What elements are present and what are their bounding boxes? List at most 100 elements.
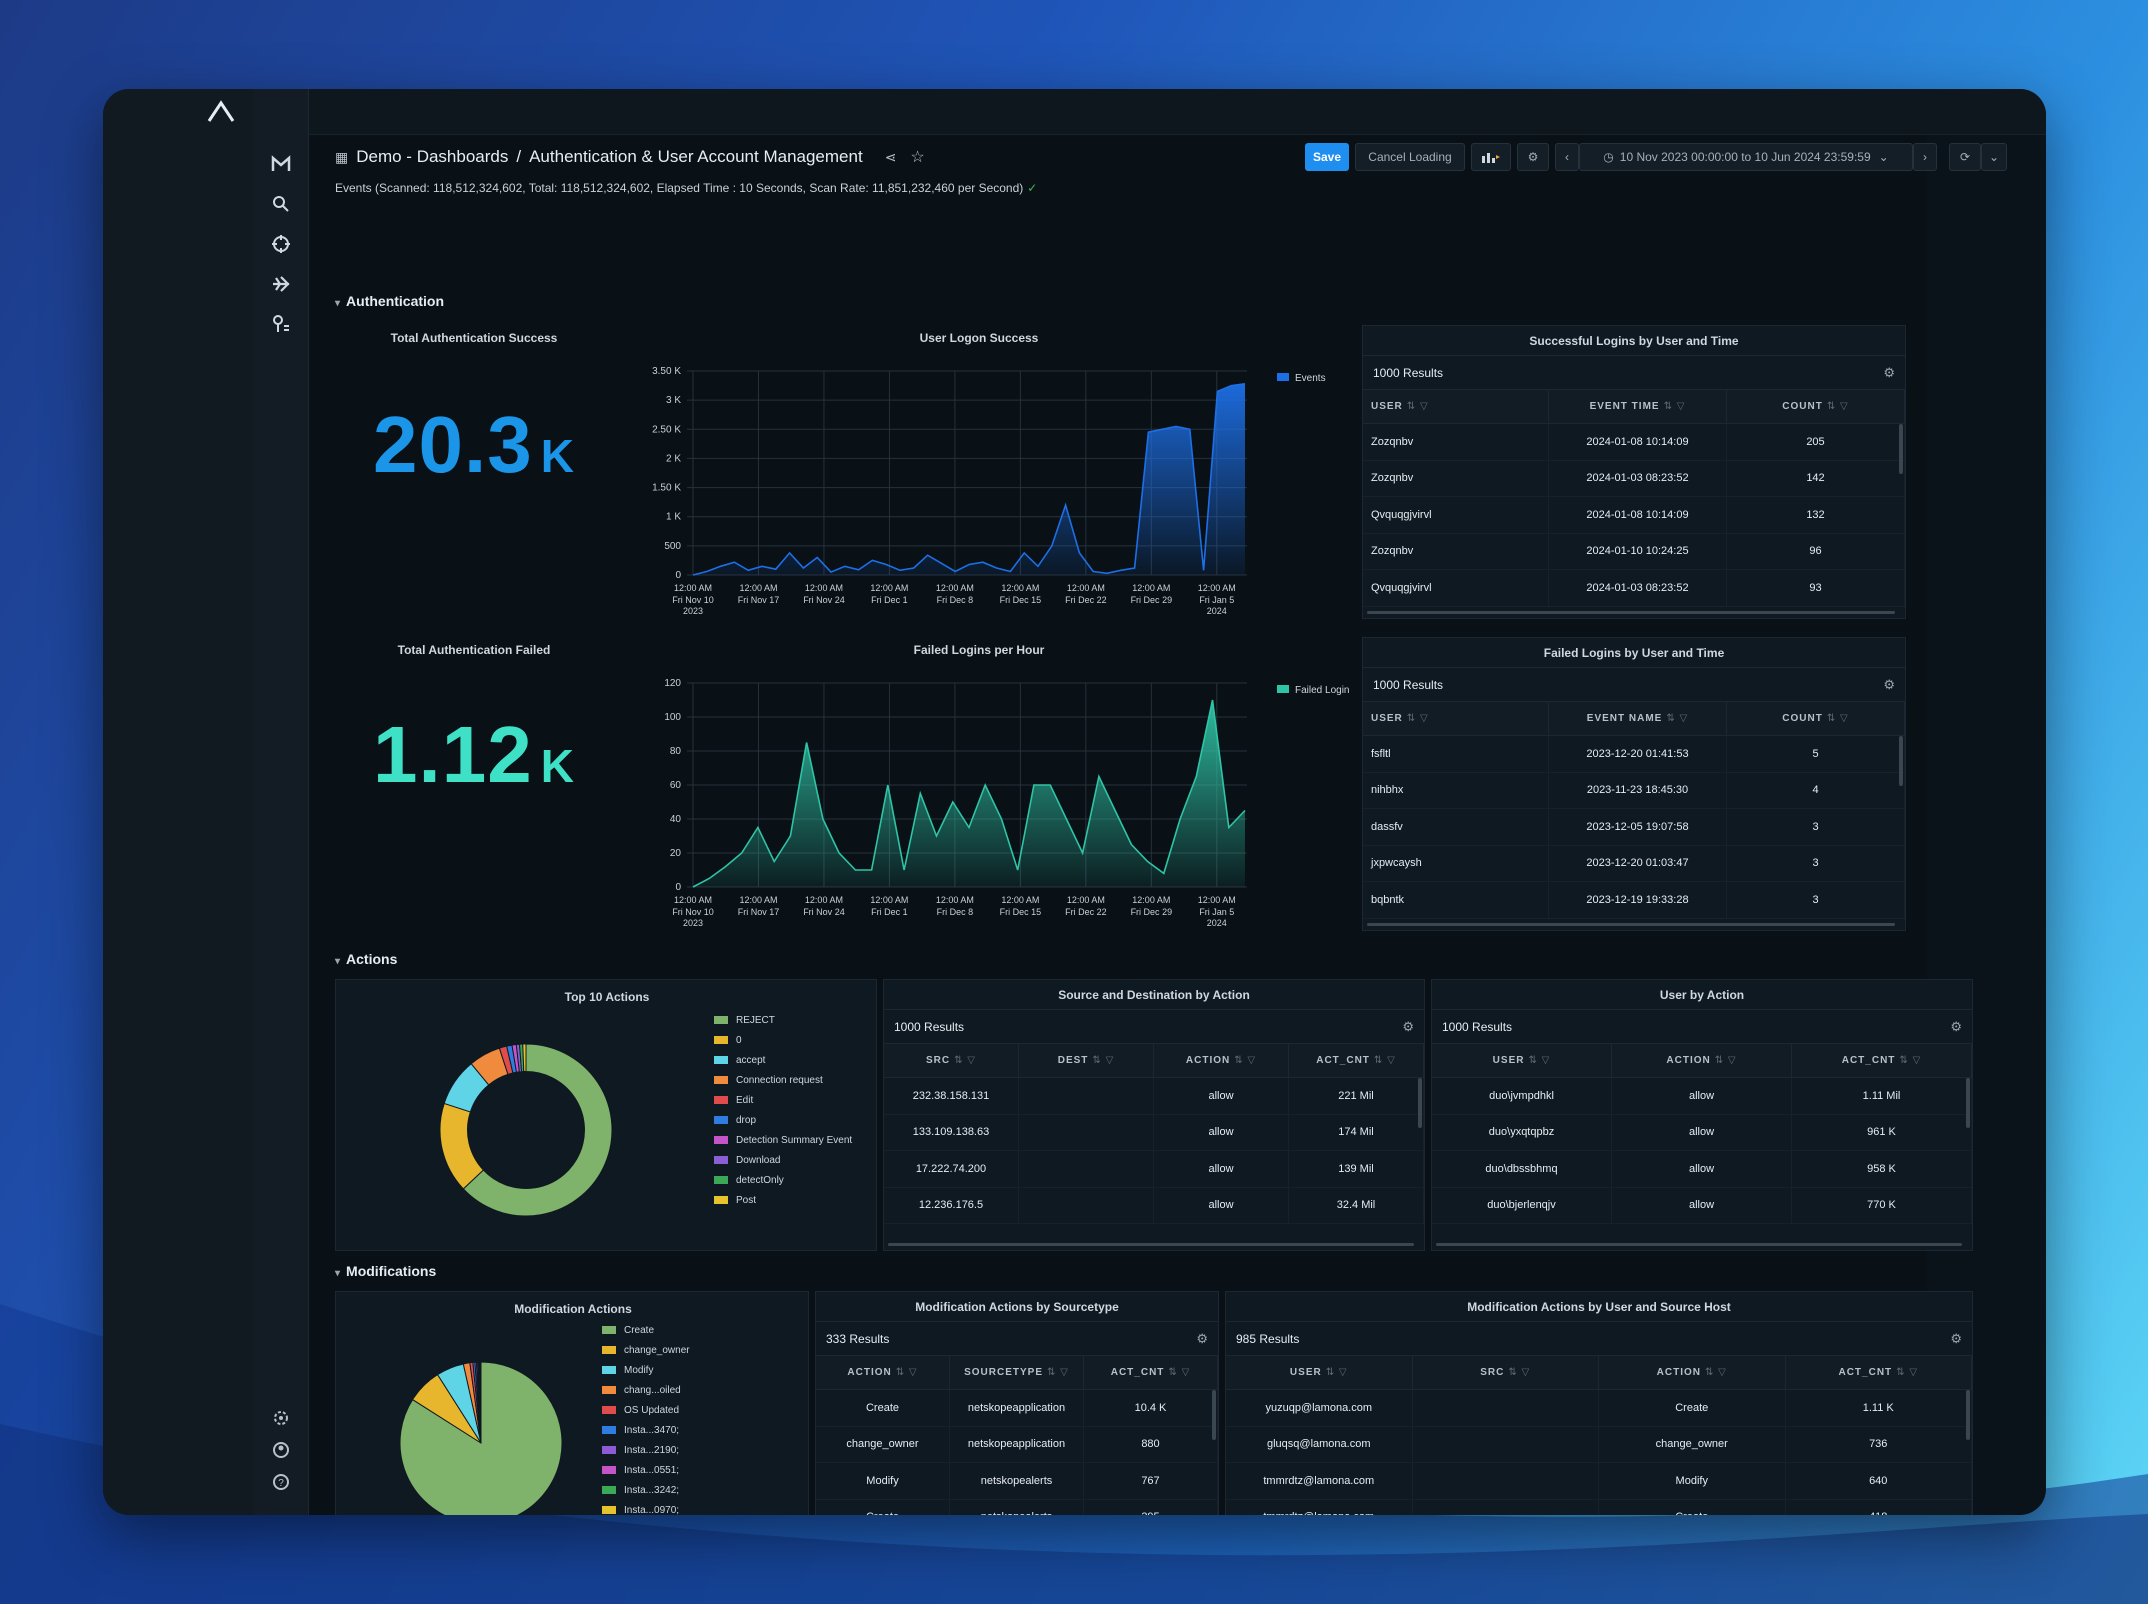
- vertical-scrollbar[interactable]: [1966, 1078, 1970, 1128]
- sort-filter-icon[interactable]: ⇅ ▽: [1663, 401, 1686, 412]
- table-row[interactable]: Zozqnbv 2024-01-10 10:24:25 96: [1363, 533, 1905, 570]
- sort-filter-icon[interactable]: ⇅ ▽: [1896, 1367, 1919, 1378]
- vertical-scrollbar[interactable]: [1899, 424, 1903, 474]
- pie-slice[interactable]: [399, 1361, 563, 1515]
- breadcrumb-root[interactable]: Demo - Dashboards: [356, 147, 509, 166]
- column-header[interactable]: SRC ⇅ ▽: [884, 1044, 1019, 1077]
- horizontal-scrollbar[interactable]: [1436, 1243, 1962, 1246]
- legend-item[interactable]: 0: [714, 1030, 852, 1050]
- collapse-caret-icon[interactable]: ▾: [335, 1268, 341, 1279]
- pie-slice[interactable]: [462, 1043, 613, 1217]
- dashboards-icon[interactable]: [268, 151, 294, 177]
- table-settings-icon[interactable]: ⚙: [1883, 365, 1895, 380]
- column-header[interactable]: COUNT ⇅ ▽: [1727, 390, 1905, 423]
- table-row[interactable]: duo\bjerlenqjv allow 770 K: [1432, 1187, 1972, 1224]
- legend-item[interactable]: change_owner: [602, 1340, 690, 1360]
- table-row[interactable]: yuzuqp@lamona.com Create 1.11 K: [1226, 1390, 1972, 1427]
- table-settings-icon[interactable]: ⚙: [1196, 1331, 1208, 1346]
- table-row[interactable]: nihbhx 2023-11-23 18:45:30 4: [1363, 772, 1905, 809]
- legend-item[interactable]: Edit: [714, 1090, 852, 1110]
- sort-filter-icon[interactable]: ⇅ ▽: [895, 1367, 918, 1378]
- table-row[interactable]: 232.38.158.131 allow 221 Mil: [884, 1078, 1424, 1115]
- sort-filter-icon[interactable]: ⇅ ▽: [1373, 1055, 1396, 1066]
- table-row[interactable]: tmmrdtz@lamona.com Create418: [1226, 1499, 1972, 1515]
- legend-item[interactable]: Connection request: [714, 1070, 852, 1090]
- pie-slice[interactable]: [439, 1102, 485, 1190]
- sort-filter-icon[interactable]: ⇅ ▽: [954, 1055, 976, 1066]
- table-row[interactable]: Zozqnbv 2024-01-03 08:23:52 142: [1363, 460, 1905, 497]
- pipeline-icon[interactable]: [268, 271, 294, 297]
- legend-item[interactable]: OS Updated: [602, 1400, 690, 1420]
- dashboards-grid-icon[interactable]: ▦: [335, 148, 349, 165]
- collapse-caret-icon[interactable]: ▾: [335, 956, 341, 967]
- legend-item[interactable]: accept: [714, 1050, 852, 1070]
- sort-filter-icon[interactable]: ⇅ ▽: [1234, 1055, 1257, 1066]
- legend-label[interactable]: Failed Login: [1295, 685, 1349, 696]
- sort-filter-icon[interactable]: ⇅ ▽: [1826, 713, 1849, 724]
- table-row[interactable]: change_owner netskopeapplication 880: [816, 1426, 1218, 1463]
- legend-item[interactable]: Detection Summary Event: [714, 1130, 852, 1150]
- legend-item[interactable]: chang...oiled: [602, 1380, 690, 1400]
- table-row[interactable]: duo\dbssbhmq allow 958 K: [1432, 1151, 1972, 1188]
- share-icon[interactable]: ⋖: [884, 148, 897, 165]
- column-header[interactable]: USER ⇅ ▽: [1363, 702, 1549, 735]
- section-authentication[interactable]: ▾ Authentication: [335, 293, 444, 309]
- column-header[interactable]: USER ⇅ ▽: [1363, 390, 1549, 423]
- dashboard-settings-icon[interactable]: ⚙: [1517, 143, 1549, 171]
- sort-filter-icon[interactable]: ⇅ ▽: [1826, 401, 1849, 412]
- settings-icon[interactable]: [268, 1405, 294, 1431]
- top-actions-donut[interactable]: [436, 1040, 616, 1220]
- modification-actions-pie[interactable]: [396, 1358, 566, 1515]
- sort-filter-icon[interactable]: ⇅ ▽: [1406, 401, 1429, 412]
- explore-icon[interactable]: [268, 231, 294, 257]
- table-row[interactable]: duo\yxqtqpbz allow 961 K: [1432, 1114, 1972, 1151]
- collapse-caret-icon[interactable]: ▾: [335, 298, 341, 309]
- column-header[interactable]: ACTION ⇅ ▽: [1154, 1044, 1289, 1077]
- table-row[interactable]: Modify netskopealerts 767: [816, 1463, 1218, 1500]
- legend-item[interactable]: Insta...3470;: [602, 1420, 690, 1440]
- legend-item[interactable]: Post: [714, 1190, 852, 1210]
- table-row[interactable]: tmmrdtz@lamona.com Modify 640: [1226, 1463, 1972, 1500]
- table-settings-icon[interactable]: ⚙: [1883, 677, 1895, 692]
- column-header[interactable]: ACTION ⇅ ▽: [1599, 1356, 1786, 1389]
- column-header[interactable]: ACTION ⇅ ▽: [816, 1356, 950, 1389]
- legend-item[interactable]: Create: [602, 1320, 690, 1340]
- column-header[interactable]: SOURCETYPE ⇅ ▽: [950, 1356, 1084, 1389]
- search-icon[interactable]: [268, 191, 294, 217]
- sort-filter-icon[interactable]: ⇅ ▽: [1899, 1055, 1922, 1066]
- legend-item[interactable]: Insta...3242;: [602, 1480, 690, 1500]
- legend-item[interactable]: Modify: [602, 1360, 690, 1380]
- legend-item[interactable]: Insta...0970;: [602, 1500, 690, 1515]
- table-settings-icon[interactable]: ⚙: [1950, 1019, 1962, 1034]
- save-button[interactable]: Save: [1305, 143, 1349, 171]
- column-header[interactable]: ACT_CNT ⇅ ▽: [1786, 1356, 1972, 1389]
- column-header[interactable]: EVENT TIME ⇅ ▽: [1549, 390, 1727, 423]
- legend-item[interactable]: Insta...0551;: [602, 1460, 690, 1480]
- alerts-icon[interactable]: [268, 311, 294, 337]
- legend-item[interactable]: detectOnly: [714, 1170, 852, 1190]
- sort-filter-icon[interactable]: ⇅ ▽: [1704, 1367, 1727, 1378]
- table-row[interactable]: dassfv 2023-12-05 19:07:58 3: [1363, 809, 1905, 846]
- vertical-scrollbar[interactable]: [1212, 1390, 1216, 1440]
- table-row[interactable]: Qvquqgjvirvl 2024-01-08 10:14:09 132: [1363, 497, 1905, 534]
- column-header[interactable]: USER ⇅ ▽: [1432, 1044, 1612, 1077]
- vertical-scrollbar[interactable]: [1966, 1390, 1970, 1440]
- user-logon-success-chart[interactable]: 0 500 1 K 1.50 K 2 K 2.50 K 3 K 3.50 K 12:00 AM F…: [609, 353, 1369, 623]
- sort-filter-icon[interactable]: ⇅ ▽: [1508, 1367, 1531, 1378]
- column-header[interactable]: EVENT NAME ⇅ ▽: [1549, 702, 1727, 735]
- pie-slice[interactable]: [479, 1361, 482, 1444]
- table-row[interactable]: duo\jvmpdhkl allow 1.11 Mil: [1432, 1078, 1972, 1115]
- sort-filter-icon[interactable]: ⇅ ▽: [1666, 713, 1689, 724]
- time-forward-icon[interactable]: ›: [1913, 143, 1937, 171]
- table-row[interactable]: Qvquqgjvirvl 2024-01-03 08:23:52 93: [1363, 570, 1905, 607]
- table-row[interactable]: jxpwcaysh 2023-12-20 01:03:47 3: [1363, 845, 1905, 882]
- sort-filter-icon[interactable]: ⇅ ▽: [1528, 1055, 1551, 1066]
- time-back-icon[interactable]: ‹: [1555, 143, 1579, 171]
- column-header[interactable]: DEST ⇅ ▽: [1019, 1044, 1154, 1077]
- table-row[interactable]: bqbntk 2023-12-19 19:33:28 3: [1363, 882, 1905, 919]
- table-row[interactable]: 12.236.176.5 allow 32.4 Mil: [884, 1187, 1424, 1224]
- time-range-picker[interactable]: ◷ 10 Nov 2023 00:00:00 to 10 Jun 2024 23…: [1579, 143, 1913, 171]
- horizontal-scrollbar[interactable]: [1367, 611, 1895, 614]
- column-header[interactable]: USER ⇅ ▽: [1226, 1356, 1413, 1389]
- sort-filter-icon[interactable]: ⇅ ▽: [1168, 1367, 1191, 1378]
